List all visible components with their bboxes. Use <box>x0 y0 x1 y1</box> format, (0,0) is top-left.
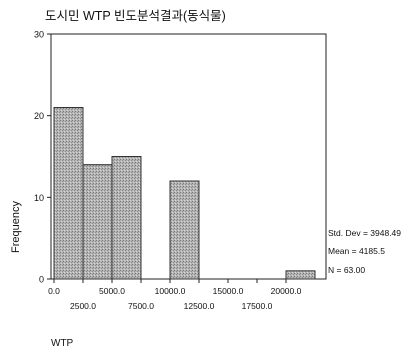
y-tick-label: 30 <box>34 30 44 40</box>
histogram-bar <box>169 180 200 280</box>
histogram-bar <box>285 270 316 280</box>
chart-title: 도시민 WTP 빈도분석결과(동식물) <box>45 9 226 23</box>
histogram-bar <box>82 164 113 280</box>
x-tick-label-lower: 12500.0 <box>184 301 215 311</box>
stat-mean: Mean = 4185.5 <box>328 246 385 256</box>
x-tick-label-upper: 5000.0 <box>99 286 125 296</box>
x-tick-label-upper: 15000.0 <box>213 286 244 296</box>
x-tick-label-upper: 0.0 <box>48 286 60 296</box>
y-axis-label: Frequency <box>10 201 22 253</box>
x-tick-label-upper: 20000.0 <box>271 286 302 296</box>
x-tick-label-lower: 7500.0 <box>128 301 154 311</box>
x-tick-label-lower: 2500.0 <box>70 301 96 311</box>
y-tick-label: 20 <box>34 111 44 121</box>
x-tick-label-upper: 10000.0 <box>155 286 186 296</box>
y-tick-label: 0 <box>39 275 44 285</box>
x-tick-label-lower: 17500.0 <box>242 301 273 311</box>
histogram-bar <box>111 156 142 280</box>
x-axis-label: WTP <box>51 338 74 349</box>
histogram-bars <box>53 107 316 280</box>
y-tick-label: 10 <box>34 193 44 203</box>
histogram-bar <box>53 107 84 280</box>
x-axis-ticks: 0.0 5000.0 10000.0 15000.0 20000.0 2500.0 7500… <box>48 279 302 311</box>
stat-n: N = 63.00 <box>328 265 365 275</box>
y-axis-ticks: 0 10 20 30 <box>34 30 51 285</box>
stat-std-dev: Std. Dev = 3948.49 <box>328 228 401 238</box>
